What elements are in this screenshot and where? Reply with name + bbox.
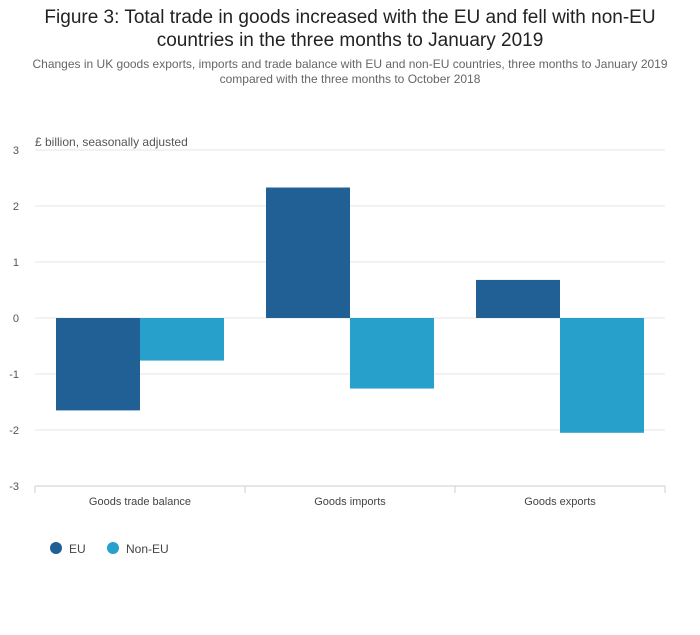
y-tick-label: 3 [13,145,19,157]
legend-label: Non-EU [126,542,169,556]
y-axis-ticks: 3 2 1 0 -1 -2 -3 [9,145,19,493]
legend-swatch-eu [50,542,62,554]
legend: EU Non-EU [50,542,169,556]
bar-eu-2 [476,279,560,318]
bars [56,187,644,433]
y-tick-label: 0 [13,313,19,325]
legend-swatch-non-eu [107,542,119,554]
y-tick-label: -1 [9,369,19,381]
y-tick-label: -3 [9,481,19,493]
y-tick-label: -2 [9,425,19,437]
chart-title: Figure 3: Total trade in goods increased… [44,7,656,51]
y-tick-label: 1 [13,257,19,269]
legend-label: EU [69,542,86,556]
bar-eu-0 [56,318,140,411]
bar-non-eu-0 [140,318,224,361]
bar-eu-1 [266,187,350,318]
y-tick-label: 2 [13,201,19,213]
chart-subtitle: Changes in UK goods exports, imports and… [32,57,668,86]
x-tick-label: Goods imports [314,496,386,508]
x-tick-label: Goods trade balance [89,496,191,508]
bar-non-eu-1 [350,318,434,389]
y-axis-label: £ billion, seasonally adjusted [35,135,188,149]
x-axis: Goods trade balance Goods imports Goods ex… [34,485,666,508]
x-tick-label: Goods exports [524,496,596,508]
bar-non-eu-2 [560,318,644,433]
